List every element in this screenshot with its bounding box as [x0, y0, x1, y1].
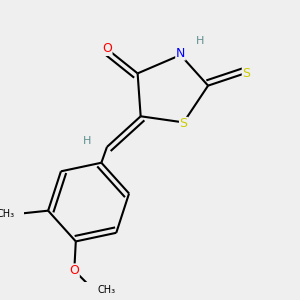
Text: N: N [176, 47, 185, 60]
Text: O: O [69, 264, 79, 277]
Text: O: O [102, 42, 112, 56]
Text: S: S [242, 67, 250, 80]
Text: CH₃: CH₃ [98, 285, 116, 296]
Text: H: H [196, 36, 205, 46]
Text: CH₃: CH₃ [0, 209, 14, 219]
Text: H: H [83, 136, 91, 146]
Text: S: S [180, 117, 188, 130]
